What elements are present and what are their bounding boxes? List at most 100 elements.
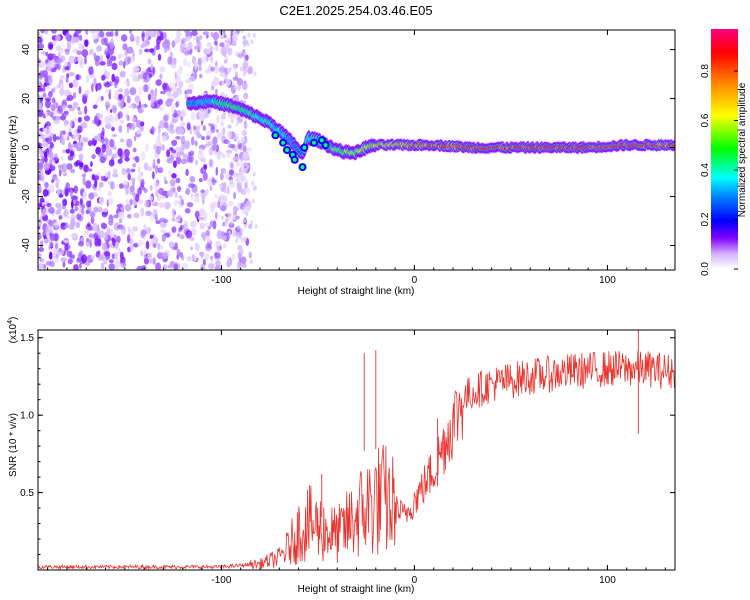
noise-blob [204, 253, 210, 260]
y-tick-label: -20 [21, 189, 32, 204]
noise-blob [220, 121, 224, 127]
noise-blob [237, 225, 241, 230]
noise-blob [75, 142, 81, 147]
noise-blob [195, 159, 198, 166]
noise-blob [212, 136, 218, 145]
noise-blob [140, 207, 145, 217]
noise-blob [198, 35, 203, 40]
noise-blob [57, 63, 61, 70]
noise-blob [220, 215, 225, 221]
noise-blob [121, 151, 126, 159]
noise-blob [176, 254, 179, 260]
noise-blob [252, 171, 256, 177]
ridge-cluster-core [319, 138, 324, 143]
noise-blob [239, 249, 244, 255]
noise-blob [101, 242, 107, 251]
noise-blob [143, 223, 147, 230]
noise-blob [97, 84, 100, 90]
noise-blob [85, 261, 91, 267]
noise-blob [82, 137, 89, 143]
noise-blob [136, 265, 143, 270]
noise-blob [160, 167, 163, 172]
noise-blob [109, 228, 114, 238]
noise-blob [176, 87, 183, 96]
noise-blob [133, 200, 137, 205]
noise-blob [181, 113, 185, 118]
y-tick-label: 1.5 [20, 333, 34, 344]
noise-blob [239, 234, 243, 240]
noise-blob [84, 55, 87, 65]
noise-blob [69, 150, 75, 157]
noise-blob [110, 55, 117, 62]
noise-blob [48, 220, 54, 227]
noise-blob [119, 251, 124, 260]
snr-series-line [38, 350, 675, 570]
noise-blob [112, 107, 117, 114]
noise-blob [184, 46, 190, 52]
noise-blob [210, 201, 218, 208]
noise-blob [93, 191, 98, 197]
noise-blob [132, 117, 136, 123]
noise-blob [158, 125, 161, 134]
noise-blob [180, 198, 184, 206]
y-tick-label: 20 [21, 93, 32, 105]
noise-blob [51, 97, 56, 104]
noise-blob [81, 208, 85, 216]
noise-blob [97, 119, 102, 126]
noise-blob [247, 66, 253, 75]
noise-blob [214, 122, 218, 132]
noise-blob [171, 217, 175, 222]
noise-blob [81, 254, 88, 264]
noise-blob [222, 127, 226, 136]
noise-blob [108, 116, 115, 124]
noise-blob [191, 228, 197, 237]
noise-blob [158, 120, 166, 129]
noise-blob [85, 209, 90, 215]
noise-blob [137, 73, 145, 80]
noise-blob [178, 127, 185, 136]
noise-blob [64, 188, 69, 197]
noise-blob [211, 144, 217, 151]
noise-blob [59, 87, 65, 97]
noise-blob [240, 156, 244, 162]
noise-blob [172, 160, 177, 168]
noise-blob [69, 250, 73, 260]
noise-blob [214, 252, 221, 258]
noise-blob [235, 121, 239, 127]
noise-blob [200, 252, 204, 259]
noise-blob [197, 125, 200, 130]
noise-blob [43, 162, 50, 171]
noise-blob [79, 263, 82, 269]
noise-blob [162, 40, 168, 49]
noise-blob [45, 99, 51, 109]
noise-blob [197, 57, 202, 67]
noise-blob [210, 125, 216, 134]
noise-blob [73, 117, 78, 122]
noise-blob [243, 92, 249, 100]
noise-blob [235, 178, 239, 183]
noise-blob [128, 228, 135, 238]
noise-blob [237, 202, 241, 208]
noise-blob [140, 178, 145, 187]
noise-blob [74, 206, 79, 212]
noise-blob [38, 31, 41, 37]
noise-blob [100, 175, 104, 182]
noise-blob [55, 57, 63, 64]
noise-blob [110, 181, 114, 190]
noise-blob [176, 233, 181, 238]
noise-blob [159, 66, 166, 73]
noise-blob [60, 155, 64, 161]
noise-blob [176, 68, 183, 75]
noise-blob [121, 167, 126, 176]
noise-blob [200, 189, 205, 194]
noise-blob [114, 76, 120, 84]
noise-blob [73, 92, 77, 99]
noise-blob [158, 106, 164, 111]
noise-blob [219, 34, 223, 39]
noise-blob [161, 190, 169, 197]
noise-blob [210, 31, 214, 38]
noise-blob [244, 181, 248, 190]
noise-blob [219, 42, 225, 48]
noise-blob [222, 221, 226, 227]
noise-blob [38, 81, 41, 87]
